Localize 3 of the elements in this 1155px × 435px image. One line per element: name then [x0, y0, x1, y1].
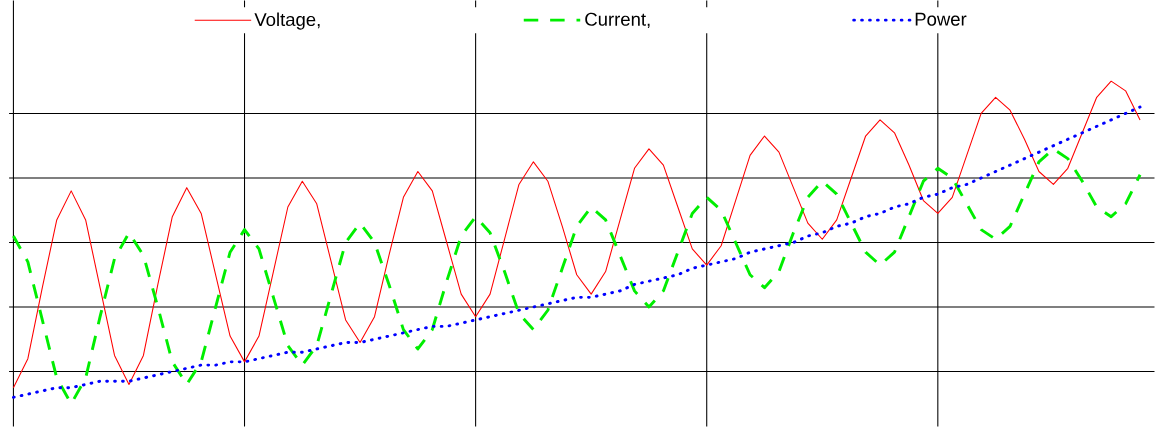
legend-label: Voltage,: [254, 12, 320, 30]
legend-label: Current,: [585, 12, 650, 28]
legend-label: Power: [915, 12, 967, 26]
